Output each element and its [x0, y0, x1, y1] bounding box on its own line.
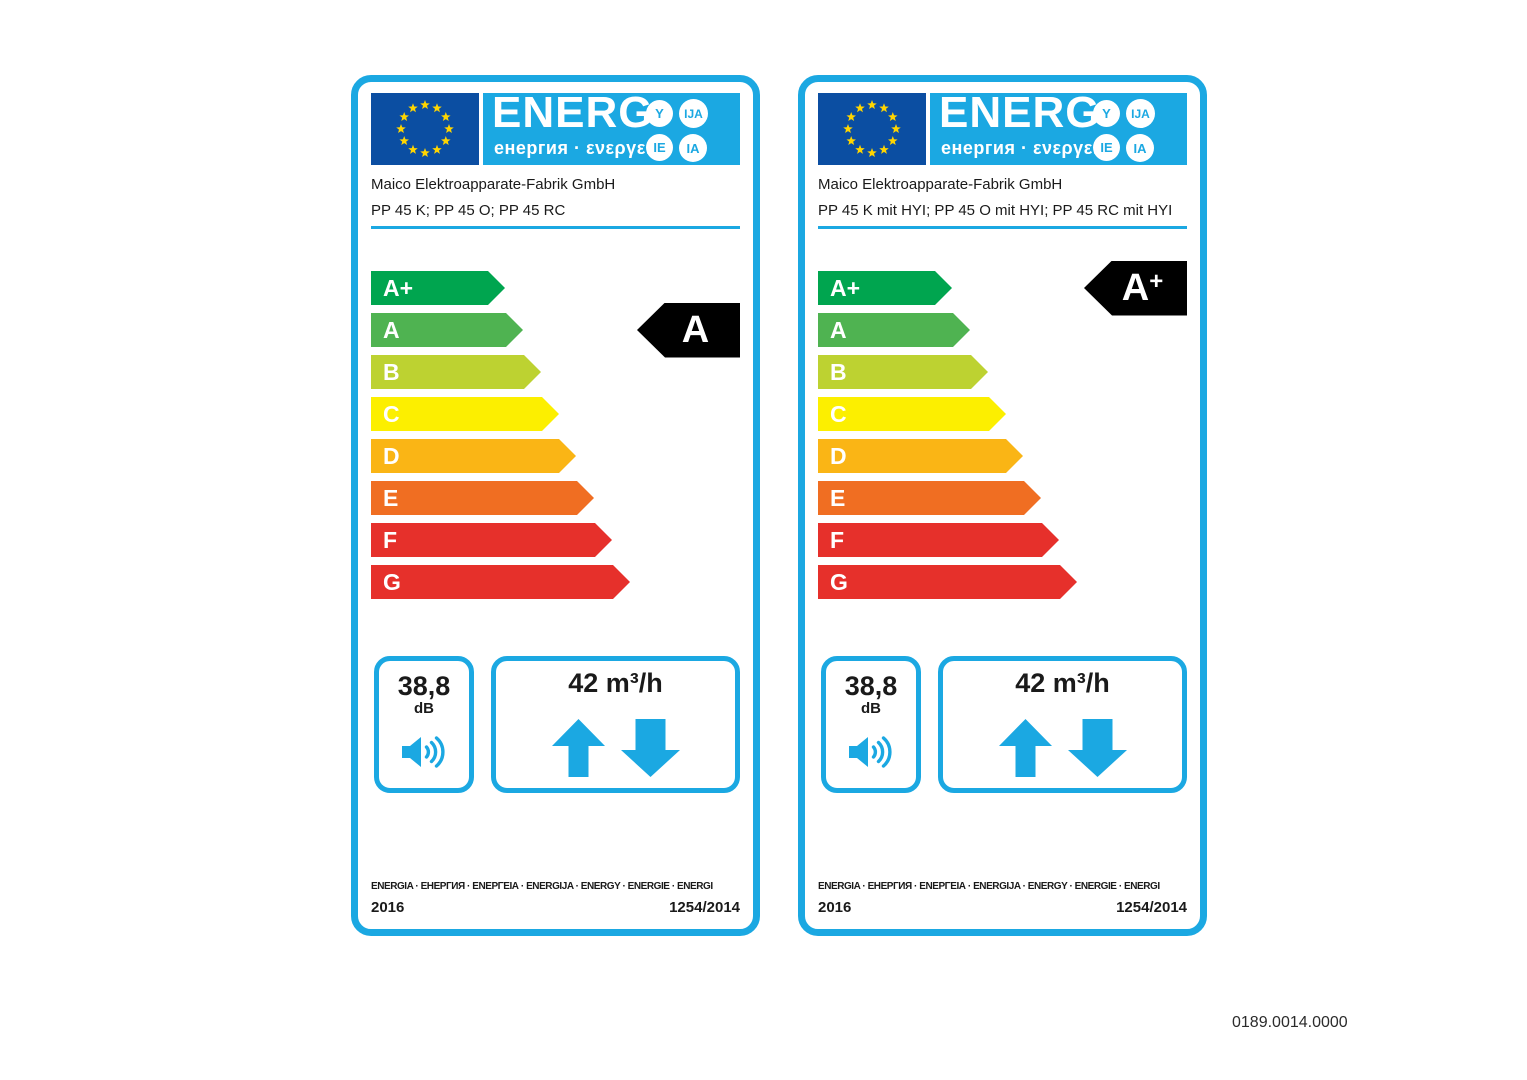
class-letter: F — [830, 526, 845, 553]
rating-arrow: A + — [1084, 260, 1187, 316]
class-letter: F — [383, 526, 398, 553]
energ-title: ENERG — [492, 93, 654, 137]
class-bar-e: E — [371, 481, 594, 515]
model-names: PP 45 K mit HYI; PP 45 O mit HYI; PP 45 … — [818, 202, 1173, 219]
manufacturer-name: Maico Elektroapparate-Fabrik GmbH — [818, 176, 1063, 193]
class-bar-g: G — [371, 565, 630, 599]
rating-letter: A — [681, 309, 710, 351]
regulation-number: 1254/2014 — [669, 899, 740, 916]
class-bar-f: F — [818, 523, 1059, 557]
eu-flag-image — [371, 93, 479, 165]
label-year: 2016 — [371, 899, 405, 916]
energ-suffix-ie: IE — [646, 134, 673, 161]
class-letter: A+ — [830, 274, 861, 301]
class-letter: A+ — [383, 274, 414, 301]
noise-value: 38,8 — [844, 671, 898, 701]
class-bar-c: C — [371, 397, 559, 431]
divider — [371, 226, 740, 229]
class-letter: A — [830, 316, 847, 343]
label-year: 2016 — [818, 899, 852, 916]
class-bar-d: D — [818, 439, 1023, 473]
regulation-number: 1254/2014 — [1116, 899, 1187, 916]
class-bar-a: A — [818, 313, 970, 347]
class-bar-a: A — [371, 313, 523, 347]
arrow-up-icon — [998, 718, 1052, 777]
class-bar-c: C — [818, 397, 1006, 431]
energ-subtitle: енергия · ενεργεια — [494, 138, 663, 158]
energ-subtitle: енергия · ενεργεια — [941, 138, 1110, 158]
rating-letter: A — [1121, 267, 1150, 309]
arrow-down-icon — [1067, 718, 1127, 777]
energ-banner: ENERG енергия · ενεργεια Y IJA IE IA — [483, 93, 740, 165]
class-letter: A — [383, 316, 400, 343]
class-bar-b: B — [818, 355, 988, 389]
airflow-value: 42 m³/h — [1015, 668, 1110, 698]
energy-class-scale: A+ A B C D E F G — [371, 271, 630, 607]
energy-label-card: ENERG енергия · ενεργεια Y IJA IE IA Mai… — [351, 75, 760, 936]
energ-suffix-y: Y — [646, 100, 673, 127]
eu-flag-image — [818, 93, 926, 165]
energ-suffix-ia: IA — [1126, 134, 1154, 162]
airflow-box: 42 m³/h — [491, 656, 740, 793]
manufacturer-name: Maico Elektroapparate-Fabrik GmbH — [371, 176, 616, 193]
class-bar-e: E — [818, 481, 1041, 515]
speaker-icon — [849, 736, 892, 768]
class-letter: D — [383, 442, 400, 469]
class-letter: C — [830, 400, 847, 427]
class-letter: B — [830, 358, 847, 385]
class-bar-b: B — [371, 355, 541, 389]
model-names: PP 45 K; PP 45 O; PP 45 RC — [371, 202, 566, 219]
class-letter: G — [383, 568, 401, 595]
class-bar-g: G — [818, 565, 1077, 599]
energ-title: ENERG — [939, 93, 1101, 137]
class-bar-d: D — [371, 439, 576, 473]
class-bar-f: F — [371, 523, 612, 557]
energ-suffix-ija: IJA — [679, 99, 708, 128]
class-letter: D — [830, 442, 847, 469]
divider — [818, 226, 1187, 229]
energy-class-scale: A+ A B C D E F G — [818, 271, 1077, 607]
noise-box: 38,8 dB — [821, 656, 921, 793]
speaker-icon — [402, 736, 445, 768]
energ-suffix-ia: IA — [679, 134, 707, 162]
energ-suffix-y: Y — [1093, 100, 1120, 127]
eu-flag — [818, 93, 926, 165]
footer-meta: 2016 1254/2014 — [371, 899, 740, 916]
class-letter: C — [383, 400, 400, 427]
noise-value: 38,8 — [397, 671, 451, 701]
airflow-value: 42 m³/h — [568, 668, 663, 698]
class-letter: G — [830, 568, 848, 595]
airflow-arrows — [998, 718, 1127, 777]
arrow-up-icon — [551, 718, 605, 777]
class-letter: B — [383, 358, 400, 385]
languages-line: ENERGIA · ЕНЕРГИЯ · ΕΝΕΡΓΕΙΑ · ENERGIJA … — [371, 881, 713, 892]
class-bar-a-plus: A+ — [818, 271, 952, 305]
rating-arrow: A — [637, 302, 740, 358]
noise-box: 38,8 dB — [374, 656, 474, 793]
languages-line: ENERGIA · ЕНЕРГИЯ · ΕΝΕΡΓΕΙΑ · ENERGIJA … — [818, 881, 1160, 892]
airflow-box: 42 m³/h — [938, 656, 1187, 793]
rating-plus: + — [1149, 268, 1164, 295]
class-letter: E — [383, 484, 399, 511]
eu-flag — [371, 93, 479, 165]
noise-unit: dB — [861, 700, 881, 717]
class-bar-a-plus: A+ — [371, 271, 505, 305]
energ-suffix-ie: IE — [1093, 134, 1120, 161]
noise-unit: dB — [414, 700, 434, 717]
footer-meta: 2016 1254/2014 — [818, 899, 1187, 916]
energ-banner: ENERG енергия · ενεργεια Y IJA IE IA — [930, 93, 1187, 165]
airflow-arrows — [551, 718, 680, 777]
energy-label-card: ENERG енергия · ενεργεια Y IJA IE IA Mai… — [798, 75, 1207, 936]
arrow-down-icon — [620, 718, 680, 777]
class-letter: E — [830, 484, 846, 511]
energ-suffix-ija: IJA — [1126, 99, 1155, 128]
document-number: 0189.0014.0000 — [1232, 1014, 1348, 1031]
